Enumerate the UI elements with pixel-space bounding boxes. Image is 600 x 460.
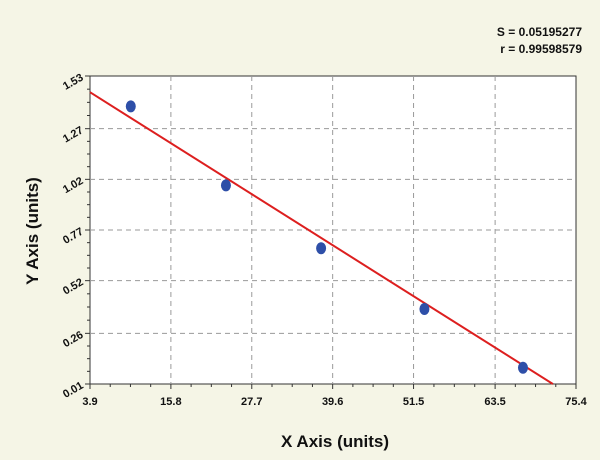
x-tick-label: 15.8: [160, 396, 181, 408]
y-tick-label: 1.02: [61, 175, 86, 196]
y-tick-label: 0.26: [61, 329, 86, 350]
y-tick-label: 0.52: [61, 276, 86, 297]
x-tick-label: 27.7: [241, 396, 262, 408]
y-tick-label: 1.53: [61, 72, 86, 93]
data-point: [220, 179, 231, 192]
x-tick-label: 51.5: [403, 396, 424, 408]
x-axis-title: X Axis (units): [281, 432, 389, 451]
stat-r-value: r = 0.99598579: [500, 42, 582, 56]
y-tick-label: 0.77: [61, 226, 86, 247]
x-tick-label: 63.5: [484, 396, 505, 408]
data-point: [517, 361, 528, 374]
y-axis-title: Y Axis (units): [23, 177, 42, 285]
y-tick-labels: 0.010.260.520.771.021.271.53: [61, 72, 86, 401]
x-tick-label: 75.4: [565, 396, 587, 408]
x-tick-label: 39.6: [322, 396, 343, 408]
stat-s-value: S = 0.05195277: [497, 25, 582, 39]
x-tick-label: 3.9: [82, 396, 97, 408]
data-point: [419, 303, 430, 316]
fit-line: [89, 91, 554, 385]
grid: [90, 76, 576, 384]
y-tick-label: 1.27: [61, 124, 86, 145]
data-point: [316, 242, 327, 255]
data-point: [125, 100, 136, 113]
x-tick-labels: 3.9 15.8 27.7 39.6 51.5 63.5 75.4: [82, 396, 587, 408]
data-points: [125, 100, 528, 374]
axis-ticks: [85, 75, 577, 389]
